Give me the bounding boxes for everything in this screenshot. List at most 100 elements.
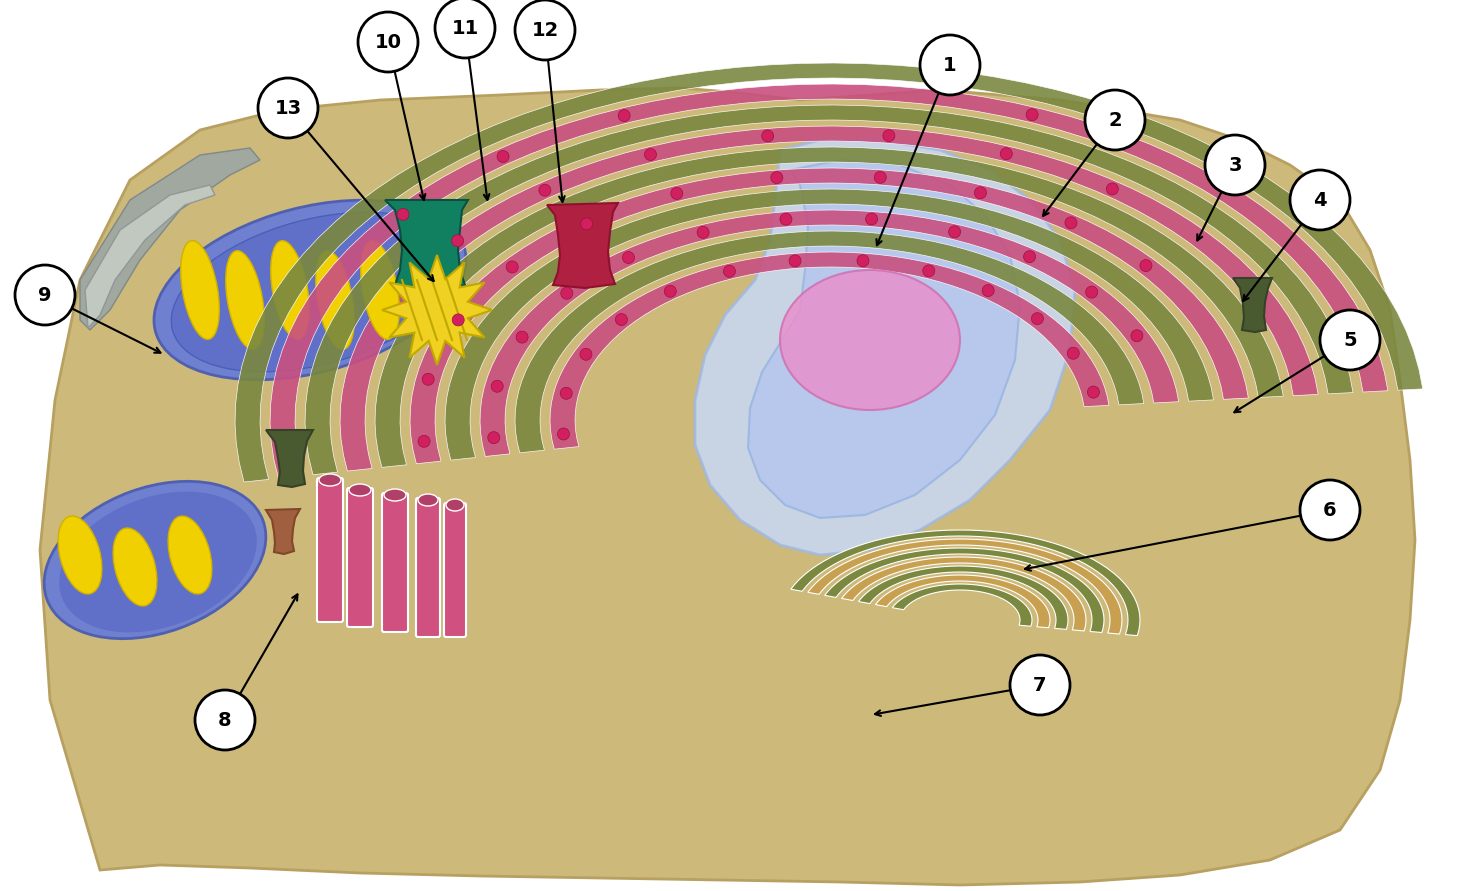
Circle shape [1032, 313, 1044, 324]
Circle shape [1085, 90, 1145, 150]
Circle shape [560, 388, 572, 399]
Circle shape [1141, 259, 1152, 272]
Polygon shape [270, 84, 1388, 478]
Text: 6: 6 [1324, 501, 1337, 519]
Text: 4: 4 [1314, 191, 1327, 209]
Ellipse shape [154, 200, 466, 380]
Ellipse shape [446, 499, 465, 511]
Circle shape [516, 331, 528, 343]
FancyBboxPatch shape [317, 478, 343, 622]
Circle shape [581, 348, 592, 360]
Polygon shape [375, 147, 1283, 468]
Polygon shape [85, 185, 216, 328]
Circle shape [1319, 310, 1380, 370]
Text: 13: 13 [274, 99, 302, 118]
Circle shape [515, 0, 575, 60]
Circle shape [789, 255, 800, 267]
Ellipse shape [315, 250, 355, 349]
Circle shape [1107, 183, 1119, 195]
Polygon shape [81, 148, 259, 330]
Ellipse shape [226, 250, 264, 349]
Circle shape [358, 12, 418, 72]
Circle shape [452, 314, 465, 326]
Polygon shape [859, 566, 1069, 629]
Circle shape [561, 287, 573, 299]
Polygon shape [305, 105, 1353, 475]
Circle shape [1067, 347, 1079, 359]
Circle shape [435, 0, 496, 58]
Circle shape [506, 261, 517, 273]
Circle shape [883, 130, 894, 142]
Circle shape [623, 251, 635, 264]
Ellipse shape [59, 516, 103, 594]
Ellipse shape [44, 481, 265, 639]
Circle shape [723, 266, 736, 277]
Circle shape [865, 213, 878, 225]
Circle shape [15, 265, 75, 325]
Circle shape [539, 184, 551, 196]
Ellipse shape [59, 492, 257, 633]
Polygon shape [875, 575, 1050, 628]
Circle shape [1205, 135, 1265, 195]
Text: 8: 8 [218, 710, 232, 730]
Circle shape [557, 428, 569, 440]
FancyBboxPatch shape [383, 493, 408, 632]
Circle shape [922, 265, 935, 277]
Circle shape [195, 690, 255, 750]
Text: 5: 5 [1343, 331, 1358, 349]
Ellipse shape [180, 241, 220, 339]
Circle shape [671, 187, 683, 200]
Ellipse shape [780, 270, 960, 410]
Circle shape [258, 78, 318, 138]
Polygon shape [748, 160, 1020, 518]
Circle shape [422, 373, 434, 385]
Circle shape [771, 172, 783, 184]
Circle shape [452, 234, 463, 247]
Circle shape [1088, 386, 1100, 398]
Polygon shape [515, 231, 1143, 453]
Circle shape [1086, 286, 1098, 298]
Polygon shape [410, 168, 1249, 463]
Circle shape [762, 130, 774, 142]
Circle shape [497, 151, 509, 162]
Ellipse shape [113, 528, 157, 606]
Polygon shape [695, 140, 1075, 555]
Circle shape [397, 208, 409, 220]
Ellipse shape [361, 241, 399, 339]
Polygon shape [265, 509, 301, 554]
Circle shape [1064, 217, 1078, 229]
Ellipse shape [169, 516, 213, 594]
Circle shape [780, 213, 792, 225]
Text: 11: 11 [452, 19, 478, 37]
Polygon shape [40, 88, 1415, 885]
Circle shape [1023, 250, 1035, 263]
Circle shape [1290, 170, 1350, 230]
Polygon shape [265, 430, 314, 487]
Polygon shape [841, 557, 1086, 631]
Ellipse shape [320, 474, 342, 486]
Circle shape [874, 171, 887, 184]
Circle shape [1000, 148, 1013, 159]
Circle shape [645, 149, 657, 160]
Circle shape [1300, 480, 1360, 540]
Circle shape [975, 187, 987, 199]
Polygon shape [790, 530, 1141, 635]
Polygon shape [893, 584, 1032, 626]
Circle shape [921, 35, 979, 95]
FancyBboxPatch shape [444, 503, 466, 637]
Circle shape [488, 431, 500, 444]
Circle shape [1026, 109, 1038, 120]
FancyBboxPatch shape [416, 498, 440, 637]
Circle shape [619, 110, 630, 121]
Polygon shape [479, 210, 1179, 456]
Polygon shape [383, 255, 493, 365]
Polygon shape [340, 126, 1318, 471]
Text: 2: 2 [1108, 110, 1121, 129]
Circle shape [858, 255, 869, 266]
Circle shape [418, 436, 430, 447]
Text: 3: 3 [1229, 156, 1242, 175]
Circle shape [664, 285, 676, 298]
Polygon shape [808, 539, 1121, 634]
Circle shape [1010, 655, 1070, 715]
FancyBboxPatch shape [347, 488, 372, 627]
